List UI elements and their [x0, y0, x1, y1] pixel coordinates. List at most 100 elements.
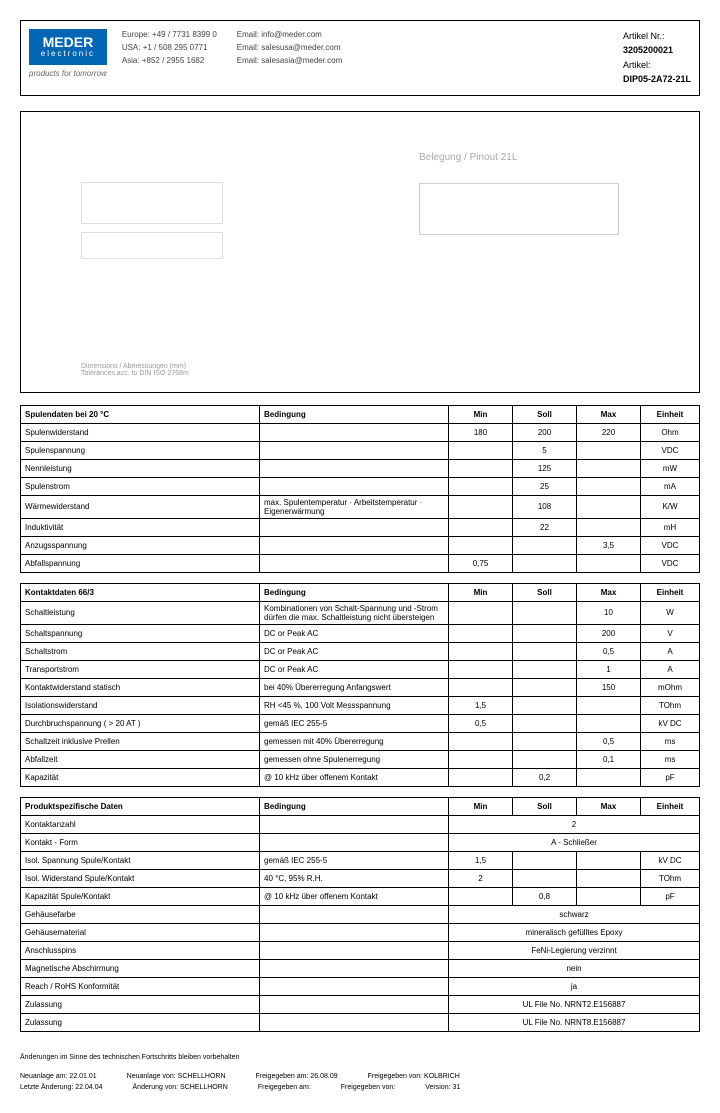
- tagline: products for tomorrow: [29, 69, 107, 78]
- table-cell: ms: [641, 750, 700, 768]
- table-cell: [260, 477, 449, 495]
- footer-cell: Neuanlage am: 22.01.01: [20, 1071, 97, 1082]
- table-row: Abfallspannung0,75VDC: [21, 554, 700, 572]
- table-cell: Anzugsspannung: [21, 536, 260, 554]
- table-row: Kontaktanzahl2: [21, 815, 700, 833]
- table-cell: Transportstrom: [21, 660, 260, 678]
- contact-line: Europe: +49 / 7731 8399 0: [122, 29, 217, 42]
- table-cell: 200: [513, 423, 577, 441]
- table-cell: VDC: [641, 554, 700, 572]
- logo: MEDER electronic: [29, 29, 107, 65]
- table-cell: Gehäusematerial: [21, 923, 260, 941]
- table-cell: 200: [577, 624, 641, 642]
- table-cell: 220: [577, 423, 641, 441]
- table-header: Max: [577, 405, 641, 423]
- table-cell: [513, 678, 577, 696]
- table-cell: [577, 696, 641, 714]
- table-cell: UL File No. NRNT8.E156887: [449, 1013, 700, 1031]
- article-nr-label: Artikel Nr.:: [623, 29, 691, 43]
- diagram-area: Belegung / Pinout 21L Dimensions / Abmes…: [20, 111, 700, 393]
- table-cell: [577, 887, 641, 905]
- table-header: Einheit: [641, 583, 700, 601]
- table-cell: [260, 536, 449, 554]
- article-nr: 3205200021: [623, 45, 673, 55]
- table-row: Gehäusematerial mineralisch gefülltes Epo…: [21, 923, 700, 941]
- table-cell: 1,5: [449, 696, 513, 714]
- table-cell: Reach / RoHS Konformität: [21, 977, 260, 995]
- table-cell: Isol. Widerstand Spule/Kontakt: [21, 869, 260, 887]
- table-cell: 0,75: [449, 554, 513, 572]
- contact-line: Email: salesasia@meder.com: [237, 55, 343, 68]
- table-cell: [449, 732, 513, 750]
- table-cell: [513, 642, 577, 660]
- article-name: DIP05-2A72-21L: [623, 74, 691, 84]
- table-row: Abfallzeitgemessen ohne Spulenerregung0,…: [21, 750, 700, 768]
- table-cell: [513, 660, 577, 678]
- table-row: Kontaktwiderstand statischbei 40% Überer…: [21, 678, 700, 696]
- table-cell: [449, 660, 513, 678]
- table-cell: 1,5: [449, 851, 513, 869]
- table-cell: [513, 624, 577, 642]
- table-cell: [449, 750, 513, 768]
- table-row: SchaltstromDC or Peak AC0,5A: [21, 642, 700, 660]
- table-header: Soll: [513, 405, 577, 423]
- table-row: Magnetische Abschirmungnein: [21, 959, 700, 977]
- footer-cell: Freigegeben am: 26.08.09: [256, 1071, 338, 1082]
- table-cell: 0,5: [577, 642, 641, 660]
- table-cell: 10: [577, 601, 641, 624]
- table-cell: Schaltzeit inklusive Prellen: [21, 732, 260, 750]
- table-cell: [449, 887, 513, 905]
- diagram-title: Belegung / Pinout 21L: [419, 152, 619, 163]
- table-cell: 5: [513, 441, 577, 459]
- table-cell: [449, 678, 513, 696]
- table-cell: schwarz: [449, 905, 700, 923]
- table-row: Spulenwiderstand180200220Ohm: [21, 423, 700, 441]
- table-cell: [260, 977, 449, 995]
- table-cell: [577, 851, 641, 869]
- table-cell: [449, 477, 513, 495]
- table-cell: bei 40% Übererregung Anfangswert: [260, 678, 449, 696]
- table-cell: [260, 554, 449, 572]
- table-row: ZulassungUL File No. NRNT2.E156887: [21, 995, 700, 1013]
- table-cell: VDC: [641, 441, 700, 459]
- table-row: Anzugsspannung3,5VDC: [21, 536, 700, 554]
- article-block: Artikel Nr.: 3205200021 Artikel: DIP05-2…: [623, 29, 691, 87]
- table-cell: mineralisch gefülltes Epoxy: [449, 923, 700, 941]
- table-cell: [260, 905, 449, 923]
- table-cell: 1: [577, 660, 641, 678]
- table-cell: A - Schließer: [449, 833, 700, 851]
- table-header: Max: [577, 583, 641, 601]
- table-row: Spulenstrom25mA: [21, 477, 700, 495]
- table-cell: [577, 714, 641, 732]
- footer-cell: Freigegeben von: KOLBRICH: [368, 1071, 460, 1082]
- table-cell: [260, 833, 449, 851]
- table-cell: [577, 477, 641, 495]
- table-cell: [260, 815, 449, 833]
- table-header: Soll: [513, 797, 577, 815]
- schematic-box: [419, 183, 619, 235]
- footer-cell: Neuanlage von: SCHELLHORN: [127, 1071, 226, 1082]
- table-cell: DC or Peak AC: [260, 642, 449, 660]
- table-cell: [577, 495, 641, 518]
- table-cell: [449, 601, 513, 624]
- table-cell: 108: [513, 495, 577, 518]
- table-cell: 22: [513, 518, 577, 536]
- table-header: Spulendaten bei 20 °C: [21, 405, 260, 423]
- table-cell: 2: [449, 869, 513, 887]
- footer-cell: Freigegeben am:: [258, 1082, 311, 1093]
- table-cell: [513, 732, 577, 750]
- contact-line: Asia: +852 / 2955 1682: [122, 55, 217, 68]
- table-cell: [260, 1013, 449, 1031]
- table-header: Max: [577, 797, 641, 815]
- table-row: Schaltzeit inklusive Prellengemessen mit…: [21, 732, 700, 750]
- table-cell: [260, 459, 449, 477]
- table-cell: [513, 536, 577, 554]
- table-cell: [513, 714, 577, 732]
- table-cell: mH: [641, 518, 700, 536]
- table-cell: [577, 518, 641, 536]
- table-cell: [449, 536, 513, 554]
- table-row: Isol. Spannung Spule/Kontaktgemäß IEC 25…: [21, 851, 700, 869]
- table-cell: [513, 696, 577, 714]
- table-row: Kontakt - FormA - Schließer: [21, 833, 700, 851]
- table-cell: Gehäusefarbe: [21, 905, 260, 923]
